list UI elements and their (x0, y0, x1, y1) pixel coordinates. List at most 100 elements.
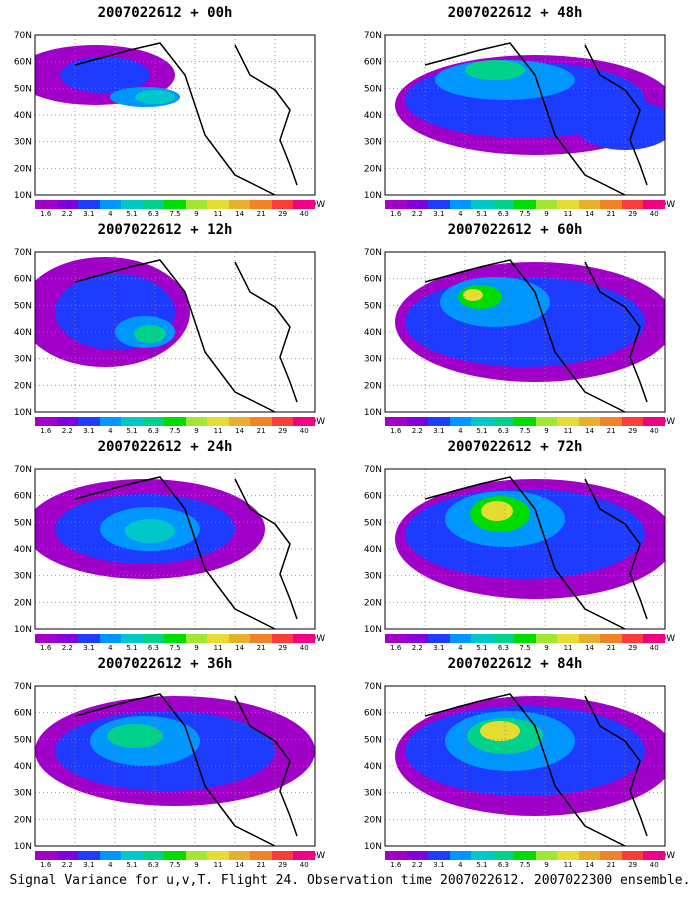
lat-tick-label: 10N (14, 191, 32, 201)
colorbar-label: 21 (606, 861, 616, 869)
colorbar-swatch (428, 417, 450, 426)
colorbar-swatch (185, 851, 208, 860)
colorbar: 1.6 2.2 3.1 4 5.1 6.3 7.5 9 11 14 21 29 40 (385, 417, 665, 436)
colorbar-label: 2.2 (411, 427, 423, 435)
colorbar: 1.6 2.2 3.1 4 5.1 6.3 7.5 9 11 14 21 29 40 (35, 417, 315, 436)
colorbar-swatch (228, 634, 251, 643)
lon-tick-label: 60W (655, 634, 675, 644)
colorbar-label: 21 (606, 644, 616, 652)
lon-tick-label: 60W (305, 417, 325, 427)
lat-tick-label: 60N (14, 492, 32, 502)
panel-title: 2007022612 + 00h (97, 5, 233, 21)
colorbar-swatches (385, 851, 665, 860)
colorbar-swatch (643, 851, 665, 860)
colorbar-swatch (471, 851, 493, 860)
lat-tick-label: 20N (364, 815, 382, 825)
colorbar-swatch (535, 851, 558, 860)
lat-tick-label: 30N (364, 355, 382, 365)
colorbar-label: 29 (628, 210, 638, 218)
colorbar-label: 6.3 (497, 644, 510, 652)
colorbar-swatches (35, 634, 315, 643)
colorbar-label: 5.1 (476, 427, 488, 435)
lat-tick-label: 70N (14, 682, 32, 692)
colorbar-swatch (428, 851, 450, 860)
colorbar: 1.6 2.2 3.1 4 5.1 6.3 7.5 9 11 14 21 29 40 (385, 634, 665, 653)
colorbar-label: 9 (194, 427, 199, 435)
colorbar-swatches (35, 200, 315, 209)
colorbar-label: 5.1 (126, 210, 138, 218)
lat-tick-label: 50N (14, 735, 32, 745)
colorbar-label: 11 (563, 644, 573, 652)
colorbar-swatch (293, 851, 315, 860)
colorbar-swatch (406, 417, 429, 426)
colorbar-swatches (385, 417, 665, 426)
lon-tick-label: 60W (305, 200, 325, 210)
colorbar-label: 11 (213, 210, 223, 218)
colorbar-label: 4 (458, 644, 463, 652)
colorbar-swatch (385, 417, 407, 426)
panel-title: 2007022612 + 72h (447, 439, 583, 455)
panel-title: 2007022612 + 60h (447, 222, 583, 238)
map-plot: 70N60N50N40N30N20N10N180160W140W120W100W… (14, 682, 325, 861)
lat-tick-label: 20N (364, 164, 382, 174)
lat-tick-label: 40N (14, 328, 32, 338)
coastline (584, 695, 648, 837)
variance-shading (35, 252, 315, 412)
colorbar-label: 4 (458, 861, 463, 869)
variance-shading (385, 686, 665, 846)
lat-tick-label: 70N (14, 248, 32, 258)
colorbar-swatch (99, 200, 122, 209)
colorbar-label: 3.1 (83, 861, 95, 869)
colorbar-swatch (142, 634, 165, 643)
colorbar-labels: 1.6 2.2 3.1 4 5.1 6.3 7.5 9 11 14 21 29 40 (385, 643, 665, 653)
lat-tick-label: 60N (364, 275, 382, 285)
variance-shading (385, 469, 665, 629)
colorbar-label: 21 (256, 644, 266, 652)
colorbar-swatch (164, 851, 186, 860)
colorbar-swatch (557, 417, 579, 426)
colorbar-label: 4 (458, 427, 463, 435)
colorbar-swatch (578, 417, 601, 426)
colorbar-swatch (228, 417, 251, 426)
colorbar-label: 4 (108, 644, 113, 652)
colorbar-swatch (142, 851, 165, 860)
colorbar-label: 7.5 (519, 210, 531, 218)
colorbar-swatch (228, 200, 251, 209)
colorbar-swatch (471, 417, 493, 426)
colorbar-swatch (621, 634, 644, 643)
colorbar-swatch (449, 200, 472, 209)
colorbar-label: 29 (628, 644, 638, 652)
colorbar-label: 9 (544, 210, 549, 218)
lat-tick-label: 10N (364, 842, 382, 852)
coastline (424, 42, 626, 195)
colorbar-swatch (471, 200, 493, 209)
colorbar-swatch (250, 417, 272, 426)
lat-tick-label: 10N (364, 625, 382, 635)
lat-tick-label: 30N (14, 138, 32, 148)
lat-tick-label: 50N (364, 518, 382, 528)
variance-shading (385, 35, 665, 195)
colorbar-swatch (35, 634, 57, 643)
colorbar-swatches (35, 417, 315, 426)
colorbar-swatch (643, 417, 665, 426)
colorbar-swatch (492, 417, 515, 426)
lat-tick-label: 60N (14, 709, 32, 719)
colorbar-swatch (164, 417, 186, 426)
colorbar-label: 6.3 (147, 427, 160, 435)
colorbar-swatch (121, 417, 143, 426)
colorbar: 1.6 2.2 3.1 4 5.1 6.3 7.5 9 11 14 21 29 40 (35, 634, 315, 653)
variance-shading (385, 252, 665, 412)
coastline (74, 259, 276, 412)
colorbar-swatch (142, 200, 165, 209)
colorbar-swatch (557, 634, 579, 643)
lat-tick-label: 10N (14, 625, 32, 635)
lat-tick-label: 10N (14, 842, 32, 852)
lat-tick-label: 30N (14, 355, 32, 365)
panel-title: 2007022612 + 36h (97, 656, 233, 672)
variance-contour (135, 90, 175, 104)
colorbar-label: 9 (544, 427, 549, 435)
lat-tick-label: 40N (364, 762, 382, 772)
colorbar-label: 3.1 (83, 427, 95, 435)
colorbar-label: 11 (213, 427, 223, 435)
colorbar-label: 4 (108, 210, 113, 218)
